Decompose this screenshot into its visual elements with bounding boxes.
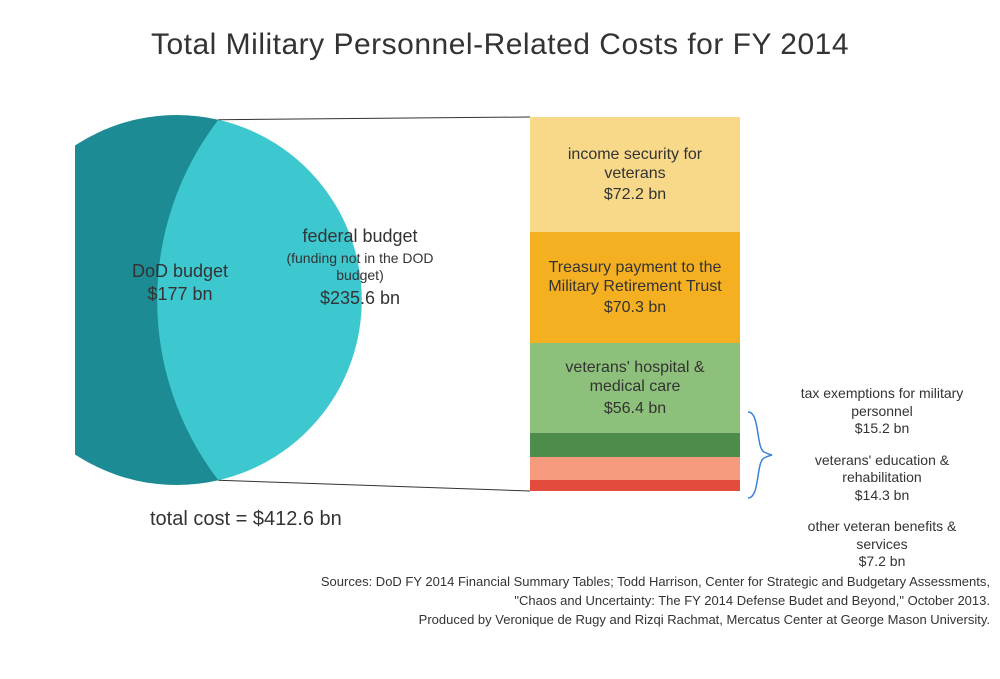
bar-segment-3 xyxy=(530,433,740,457)
sources-block: Sources: DoD FY 2014 Financial Summary T… xyxy=(290,573,990,630)
pie-label-dod-text: DoD budget xyxy=(132,261,228,281)
bracket-labels: tax exemptions for military personnel $1… xyxy=(782,385,982,585)
sources-line2: "Chaos and Uncertainty: The FY 2014 Defe… xyxy=(514,593,990,608)
bar-segment-0-label: income security for veterans xyxy=(540,145,730,183)
stacked-bar: income security for veterans $72.2 bn Trea… xyxy=(530,117,740,491)
chart-title: Total Military Personnel-Related Costs f… xyxy=(0,28,1000,62)
pie-label-federal-sub: (funding not in the DOD budget) xyxy=(280,250,440,285)
bracket-item-other-amount: $7.2 bn xyxy=(859,553,906,569)
bracket-svg xyxy=(746,410,776,500)
pie-label-federal-amount: $235.6 bn xyxy=(320,288,400,308)
bar-segment-2-amount: $56.4 bn xyxy=(604,399,666,418)
bracket xyxy=(746,410,776,500)
bar-segment-4 xyxy=(530,457,740,480)
bracket-item-tax-amount: $15.2 bn xyxy=(855,420,910,436)
bracket-item-edu: veterans' education & rehabilitation $14… xyxy=(782,452,982,505)
bracket-item-edu-label: veterans' education & rehabilitation xyxy=(815,452,949,486)
pie-label-federal: federal budget (funding not in the DOD b… xyxy=(280,225,440,309)
sources-line3: Produced by Veronique de Rugy and Rizqi … xyxy=(419,612,990,627)
bar-segment-1: Treasury payment to the Military Retirem… xyxy=(530,232,740,344)
pie-label-dod-amount: $177 bn xyxy=(147,284,212,304)
bracket-item-tax-label: tax exemptions for military personnel xyxy=(801,385,964,419)
total-cost-label: total cost = $412.6 bn xyxy=(150,508,342,531)
pie-label-federal-text: federal budget xyxy=(302,226,417,246)
pie-label-dod: DoD budget $177 bn xyxy=(110,260,250,307)
bar-segment-0-amount: $72.2 bn xyxy=(604,185,666,204)
bracket-item-other-label: other veteran benefits & services xyxy=(808,518,957,552)
bracket-item-edu-amount: $14.3 bn xyxy=(855,487,910,503)
bar-segment-5 xyxy=(530,480,740,491)
bar-segment-0: income security for veterans $72.2 bn xyxy=(530,117,740,232)
bar-segment-2-label: veterans' hospital & medical care xyxy=(540,358,730,396)
bar-segment-1-amount: $70.3 bn xyxy=(604,298,666,317)
bracket-item-other: other veteran benefits & services $7.2 b… xyxy=(782,518,982,571)
bar-segment-2: veterans' hospital & medical care $56.4 b… xyxy=(530,343,740,433)
bar-segment-1-label: Treasury payment to the Military Retirem… xyxy=(540,258,730,296)
sources-line1: Sources: DoD FY 2014 Financial Summary T… xyxy=(321,574,990,589)
bracket-item-tax: tax exemptions for military personnel $1… xyxy=(782,385,982,438)
